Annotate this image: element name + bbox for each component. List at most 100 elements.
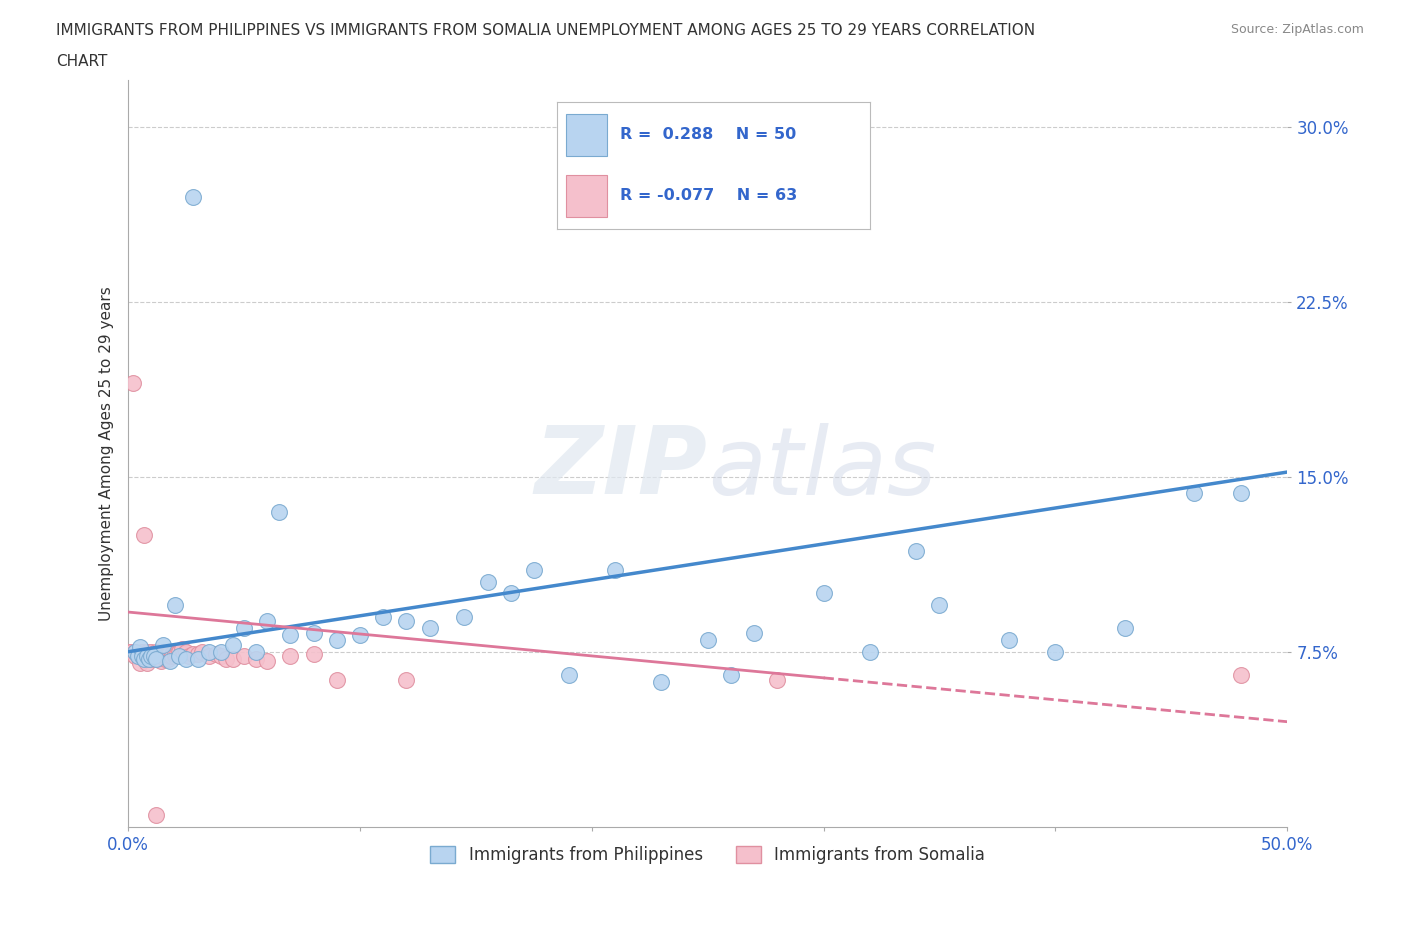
Point <box>998 632 1021 647</box>
Point <box>141 644 163 659</box>
Point <box>124 649 146 664</box>
Point <box>696 632 718 647</box>
Point <box>170 642 193 657</box>
Point <box>174 644 197 659</box>
Point <box>280 649 302 664</box>
Point <box>163 598 186 613</box>
Point <box>177 649 200 664</box>
Point <box>766 672 789 687</box>
Point <box>134 651 156 666</box>
Point <box>214 651 236 666</box>
Point <box>181 190 204 205</box>
Point <box>245 644 267 659</box>
Point <box>233 621 256 636</box>
Point <box>859 644 882 659</box>
Point <box>1184 485 1206 500</box>
Point <box>326 632 349 647</box>
Point <box>134 646 156 661</box>
Point <box>142 649 165 664</box>
Point <box>395 614 418 629</box>
Point <box>302 626 325 641</box>
Point <box>395 672 418 687</box>
Point <box>742 626 765 641</box>
Point <box>166 646 188 661</box>
Point <box>198 649 221 664</box>
Point <box>152 644 174 659</box>
Point <box>603 563 626 578</box>
Text: CHART: CHART <box>56 54 108 69</box>
Point <box>453 609 475 624</box>
Point <box>499 586 522 601</box>
Point <box>209 644 232 659</box>
Point <box>138 651 160 666</box>
Point <box>122 646 145 661</box>
Point <box>134 527 156 542</box>
Point <box>148 651 170 666</box>
Point <box>720 668 742 683</box>
Point <box>145 644 167 659</box>
Text: ZIP: ZIP <box>534 422 707 514</box>
Point <box>245 651 267 666</box>
Point <box>117 644 139 659</box>
Point <box>131 644 153 659</box>
Point <box>191 644 214 659</box>
Point <box>373 609 395 624</box>
Point <box>141 649 163 664</box>
Point <box>159 654 181 669</box>
Point <box>149 646 172 661</box>
Point <box>174 651 197 666</box>
Point <box>163 649 186 664</box>
Point <box>120 644 142 659</box>
Text: IMMIGRANTS FROM PHILIPPINES VS IMMIGRANTS FROM SOMALIA UNEMPLOYMENT AMONG AGES 2: IMMIGRANTS FROM PHILIPPINES VS IMMIGRANT… <box>56 23 1035 38</box>
Point <box>155 649 177 664</box>
Point <box>156 646 179 661</box>
Legend: Immigrants from Philippines, Immigrants from Somalia: Immigrants from Philippines, Immigrants … <box>423 839 991 870</box>
Point <box>142 651 165 666</box>
Point <box>256 654 278 669</box>
Y-axis label: Unemployment Among Ages 25 to 29 years: Unemployment Among Ages 25 to 29 years <box>100 286 114 621</box>
Point <box>145 807 167 822</box>
Point <box>122 376 145 391</box>
Point <box>138 651 160 666</box>
Point <box>221 637 243 652</box>
Point <box>233 649 256 664</box>
Point <box>128 656 150 671</box>
Point <box>181 646 204 661</box>
Point <box>155 651 177 666</box>
Point <box>138 646 160 661</box>
Point <box>167 649 190 664</box>
Point <box>162 646 184 661</box>
Point <box>256 614 278 629</box>
Point <box>145 651 167 666</box>
Point <box>928 598 950 613</box>
Point <box>128 640 150 655</box>
Point <box>221 651 243 666</box>
Text: atlas: atlas <box>707 423 936 514</box>
Point <box>813 586 835 601</box>
Point <box>131 649 153 664</box>
Point <box>163 646 186 661</box>
Point <box>1230 485 1253 500</box>
Point <box>905 544 928 559</box>
Point <box>135 644 157 659</box>
Point <box>135 649 157 664</box>
Point <box>152 637 174 652</box>
Point <box>187 646 209 661</box>
Point <box>148 646 170 661</box>
Point <box>650 674 672 689</box>
Point <box>173 646 195 661</box>
Point <box>1045 644 1067 659</box>
Point <box>145 649 167 664</box>
Point <box>205 646 228 661</box>
Point <box>523 563 546 578</box>
Point <box>198 644 221 659</box>
Point <box>124 644 146 659</box>
Point <box>267 504 290 519</box>
Point <box>187 651 209 666</box>
Point <box>149 654 172 669</box>
Point <box>159 649 181 664</box>
Point <box>1230 668 1253 683</box>
Point <box>162 649 184 664</box>
Point <box>141 649 163 664</box>
Point <box>135 656 157 671</box>
